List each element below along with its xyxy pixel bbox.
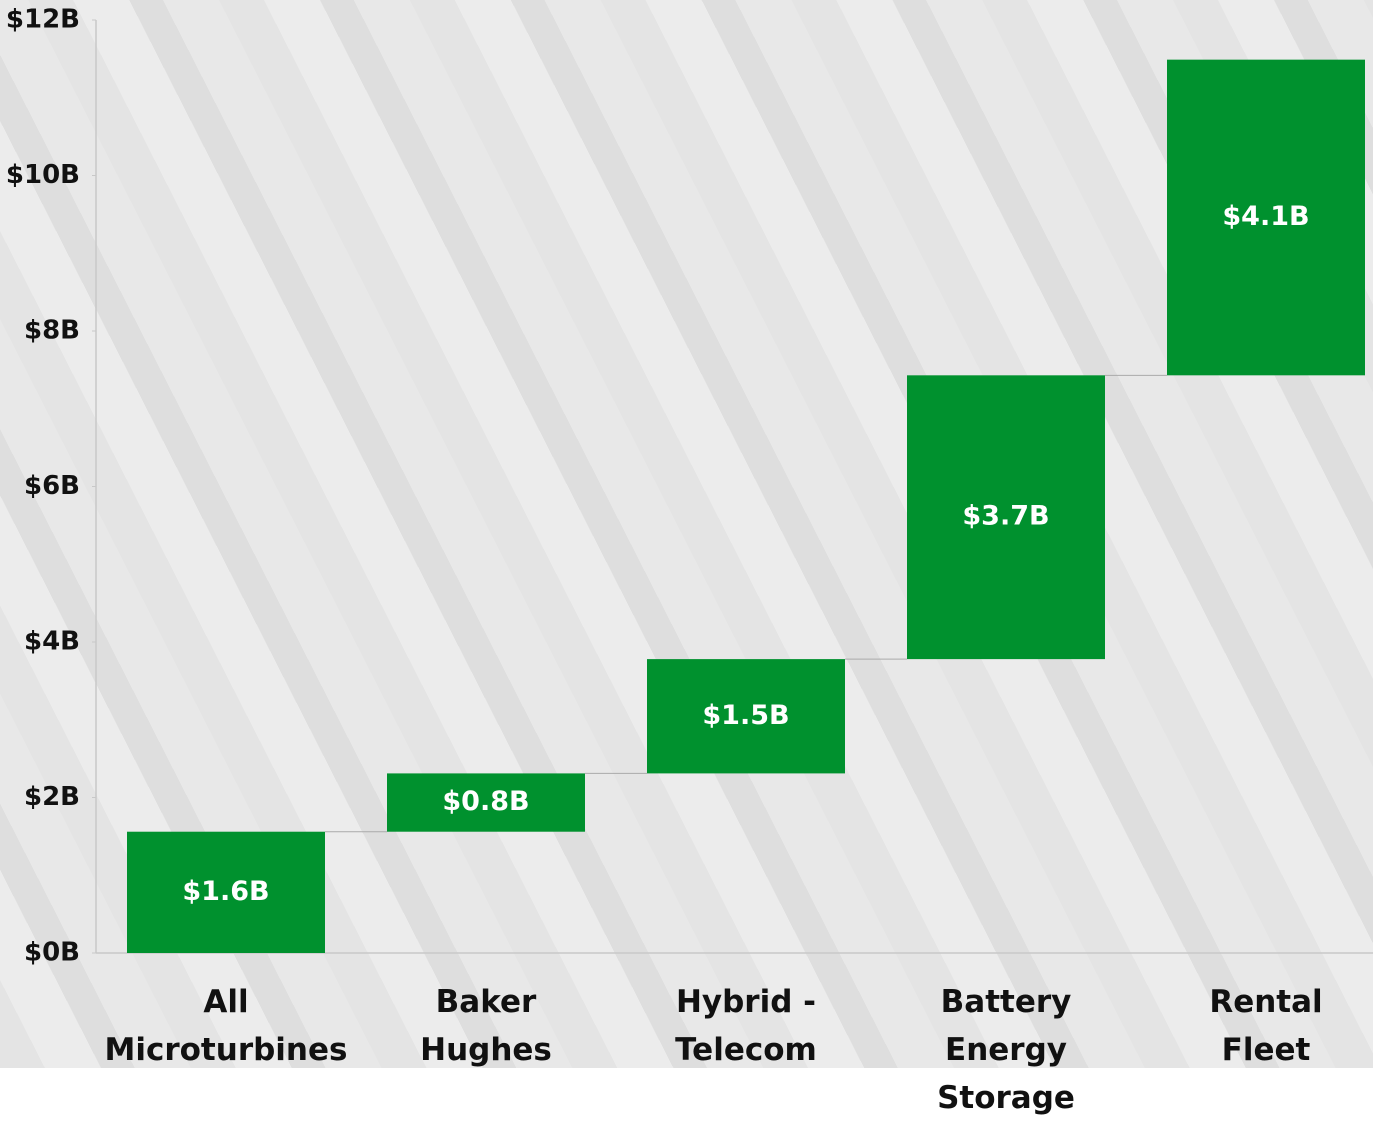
value-label: $3.7B [962,501,1049,532]
x-tick-label: Rental Fleet [1137,978,1373,1074]
value-label: $1.6B [182,876,269,907]
x-tick-label: Battery Energy Storage [877,978,1135,1122]
x-tick-label: Hybrid - Telecom [617,978,875,1074]
y-tick-label: $8B [24,316,80,346]
y-tick-label: $10B [6,160,80,190]
value-label: $4.1B [1222,201,1309,232]
y-tick-label: $6B [24,471,80,501]
x-tick-label: Baker Hughes [357,978,615,1074]
value-label: $1.5B [702,700,789,731]
y-tick-label: $12B [6,5,80,35]
y-tick-label: $2B [24,782,80,812]
x-tick-label: All Microturbines [97,978,355,1074]
y-tick-label: $4B [24,627,80,657]
chart: $0B $2B $4B $6B $8B $10B $12B $1.6B $0.8B $1.5B $3… [0,0,1373,1068]
plot: $0B $2B $4B $6B $8B $10B $12B $1.6B $0.8B $1.5B $3… [0,0,1373,1068]
value-label: $0.8B [442,786,529,817]
y-tick-label: $0B [24,938,80,968]
